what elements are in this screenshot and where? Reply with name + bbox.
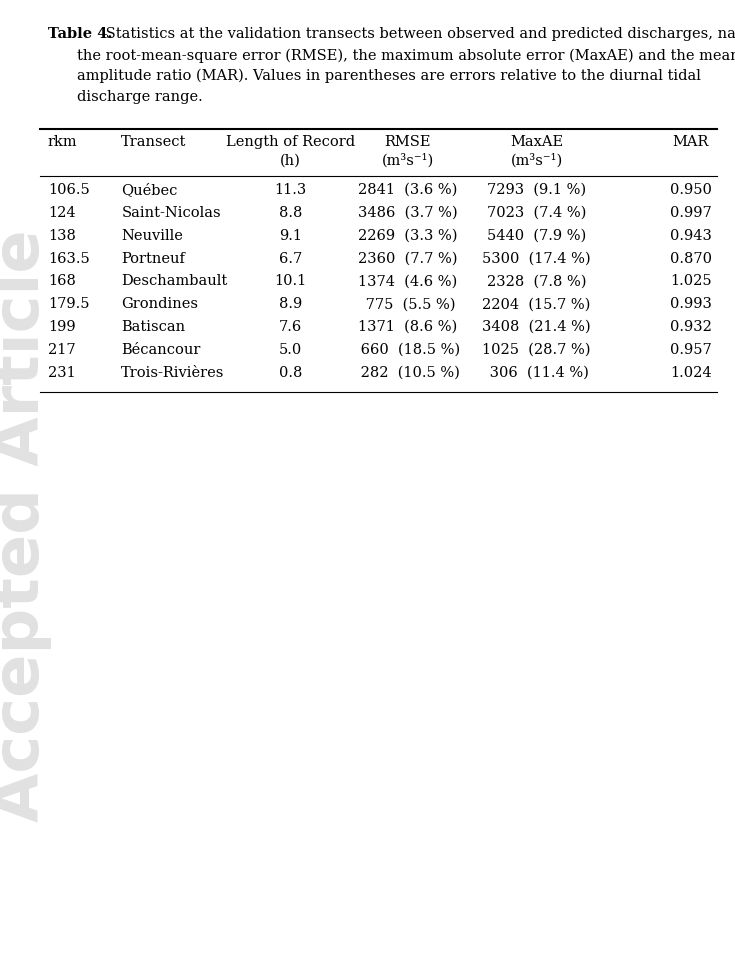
Text: 168: 168 bbox=[48, 274, 76, 288]
Text: MaxAE: MaxAE bbox=[510, 135, 563, 149]
Text: 163.5: 163.5 bbox=[48, 252, 90, 266]
Text: discharge range.: discharge range. bbox=[77, 90, 203, 104]
Text: Portneuf: Portneuf bbox=[121, 252, 185, 266]
Text: Québec: Québec bbox=[121, 183, 178, 197]
Text: (h): (h) bbox=[280, 154, 301, 167]
Text: Trois-Rivières: Trois-Rivières bbox=[121, 366, 225, 379]
Text: 2328  (7.8 %): 2328 (7.8 %) bbox=[487, 274, 587, 288]
Text: 3486  (3.7 %): 3486 (3.7 %) bbox=[358, 205, 458, 220]
Text: (m³s⁻¹): (m³s⁻¹) bbox=[381, 154, 434, 168]
Text: 217: 217 bbox=[48, 343, 76, 357]
Text: 5440  (7.9 %): 5440 (7.9 %) bbox=[487, 229, 587, 242]
Text: Table 4.: Table 4. bbox=[48, 27, 112, 41]
Text: 0.943: 0.943 bbox=[670, 229, 711, 242]
Text: 138: 138 bbox=[48, 229, 76, 242]
Text: 179.5: 179.5 bbox=[48, 298, 89, 311]
Text: 0.950: 0.950 bbox=[670, 183, 711, 197]
Text: Deschambault: Deschambault bbox=[121, 274, 228, 288]
Text: 124: 124 bbox=[48, 205, 76, 220]
Text: RMSE: RMSE bbox=[384, 135, 431, 149]
Text: 1371  (8.6 %): 1371 (8.6 %) bbox=[358, 320, 458, 334]
Text: rkm: rkm bbox=[48, 135, 77, 149]
Text: 0.8: 0.8 bbox=[279, 366, 302, 379]
Text: 231: 231 bbox=[48, 366, 76, 379]
Text: 660  (18.5 %): 660 (18.5 %) bbox=[356, 343, 460, 357]
Text: 282  (10.5 %): 282 (10.5 %) bbox=[356, 366, 460, 379]
Text: 1374  (4.6 %): 1374 (4.6 %) bbox=[358, 274, 458, 288]
Text: 8.9: 8.9 bbox=[279, 298, 302, 311]
Text: 11.3: 11.3 bbox=[274, 183, 306, 197]
Text: Length of Record: Length of Record bbox=[226, 135, 355, 149]
Text: 1.024: 1.024 bbox=[670, 366, 711, 379]
Text: 1.025: 1.025 bbox=[670, 274, 711, 288]
Text: 306  (11.4 %): 306 (11.4 %) bbox=[484, 366, 589, 379]
Text: 0.957: 0.957 bbox=[670, 343, 711, 357]
Text: Saint-Nicolas: Saint-Nicolas bbox=[121, 205, 221, 220]
Text: Neuville: Neuville bbox=[121, 229, 183, 242]
Text: 5300  (17.4 %): 5300 (17.4 %) bbox=[482, 252, 591, 266]
Text: 8.8: 8.8 bbox=[279, 205, 302, 220]
Text: the root-mean-square error (RMSE), the maximum absolute error (MaxAE) and the me: the root-mean-square error (RMSE), the m… bbox=[77, 48, 735, 62]
Text: 0.997: 0.997 bbox=[670, 205, 711, 220]
Text: 0.993: 0.993 bbox=[670, 298, 711, 311]
Text: 7.6: 7.6 bbox=[279, 320, 302, 334]
Text: 5.0: 5.0 bbox=[279, 343, 302, 357]
Text: 199: 199 bbox=[48, 320, 76, 334]
Text: 3408  (21.4 %): 3408 (21.4 %) bbox=[482, 320, 591, 334]
Text: Statistics at the validation transects between observed and predicted discharges: Statistics at the validation transects b… bbox=[101, 27, 735, 41]
Text: 775  (5.5 %): 775 (5.5 %) bbox=[361, 298, 455, 311]
Text: 2204  (15.7 %): 2204 (15.7 %) bbox=[482, 298, 591, 311]
Text: 6.7: 6.7 bbox=[279, 252, 302, 266]
Text: Transect: Transect bbox=[121, 135, 187, 149]
Text: 2841  (3.6 %): 2841 (3.6 %) bbox=[358, 183, 458, 197]
Text: Bécancour: Bécancour bbox=[121, 343, 201, 357]
Text: 1025  (28.7 %): 1025 (28.7 %) bbox=[482, 343, 591, 357]
Text: 7293  (9.1 %): 7293 (9.1 %) bbox=[487, 183, 586, 197]
Text: Batiscan: Batiscan bbox=[121, 320, 185, 334]
Text: 10.1: 10.1 bbox=[274, 274, 306, 288]
Text: (m³s⁻¹): (m³s⁻¹) bbox=[510, 154, 563, 168]
Text: Grondines: Grondines bbox=[121, 298, 198, 311]
Text: amplitude ratio (MAR). Values in parentheses are errors relative to the diurnal : amplitude ratio (MAR). Values in parenth… bbox=[77, 69, 701, 84]
Text: 106.5: 106.5 bbox=[48, 183, 90, 197]
Text: MAR: MAR bbox=[673, 135, 709, 149]
Text: 2360  (7.7 %): 2360 (7.7 %) bbox=[358, 252, 458, 266]
Text: 7023  (7.4 %): 7023 (7.4 %) bbox=[487, 205, 587, 220]
Text: 0.870: 0.870 bbox=[670, 252, 712, 266]
Text: Accepted Article: Accepted Article bbox=[0, 229, 51, 822]
Text: 0.932: 0.932 bbox=[670, 320, 711, 334]
Text: 2269  (3.3 %): 2269 (3.3 %) bbox=[358, 229, 458, 242]
Text: 9.1: 9.1 bbox=[279, 229, 302, 242]
